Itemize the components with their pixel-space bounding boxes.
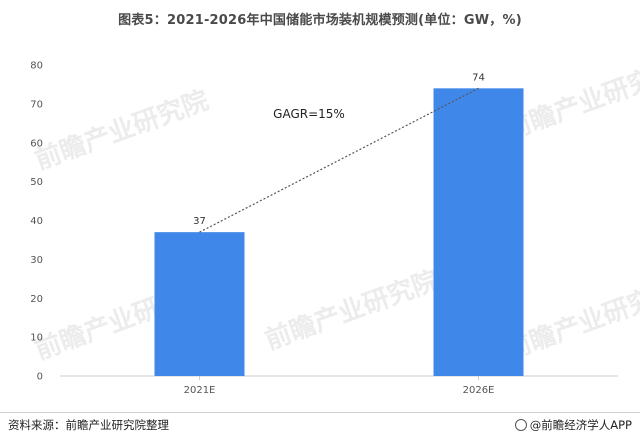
y-tick-label: 30 (30, 255, 43, 266)
y-tick-label: 60 (30, 138, 43, 149)
trend-line (199, 87, 479, 233)
source-note: 资料来源：前瞻产业研究院整理 (8, 418, 169, 432)
y-tick-label: 20 (30, 294, 43, 305)
y-tick-label: 0 (37, 372, 43, 383)
x-tick-label: 2021E (184, 385, 216, 396)
y-tick-label: 80 (30, 61, 43, 72)
bar-chart: 0 10 20 30 40 50 60 70 80 2021E 37 2026E 74 GAGR=15% (30, 61, 618, 396)
data-label: 74 (472, 72, 485, 83)
bar (154, 232, 245, 376)
footer: 资料来源：前瞻产业研究院整理 @前瞻经济学人APP (0, 412, 640, 443)
brand-label: @前瞻经济学人APP (529, 418, 632, 432)
brand-credit: @前瞻经济学人APP (514, 417, 632, 433)
chart-title: 图表5：2021-2026年中国储能市场装机规模预测(单位：GW，%) (118, 13, 522, 28)
brand-logo-icon (514, 419, 527, 431)
bar (433, 88, 524, 376)
data-label: 37 (193, 216, 206, 227)
y-tick-label: 70 (30, 99, 43, 110)
y-tick-label: 40 (30, 216, 43, 227)
y-tick-label: 50 (30, 177, 43, 188)
growth-rate-annotation: GAGR=15% (273, 107, 345, 121)
x-tick-label: 2026E (463, 385, 495, 396)
y-tick-label: 10 (30, 333, 43, 344)
